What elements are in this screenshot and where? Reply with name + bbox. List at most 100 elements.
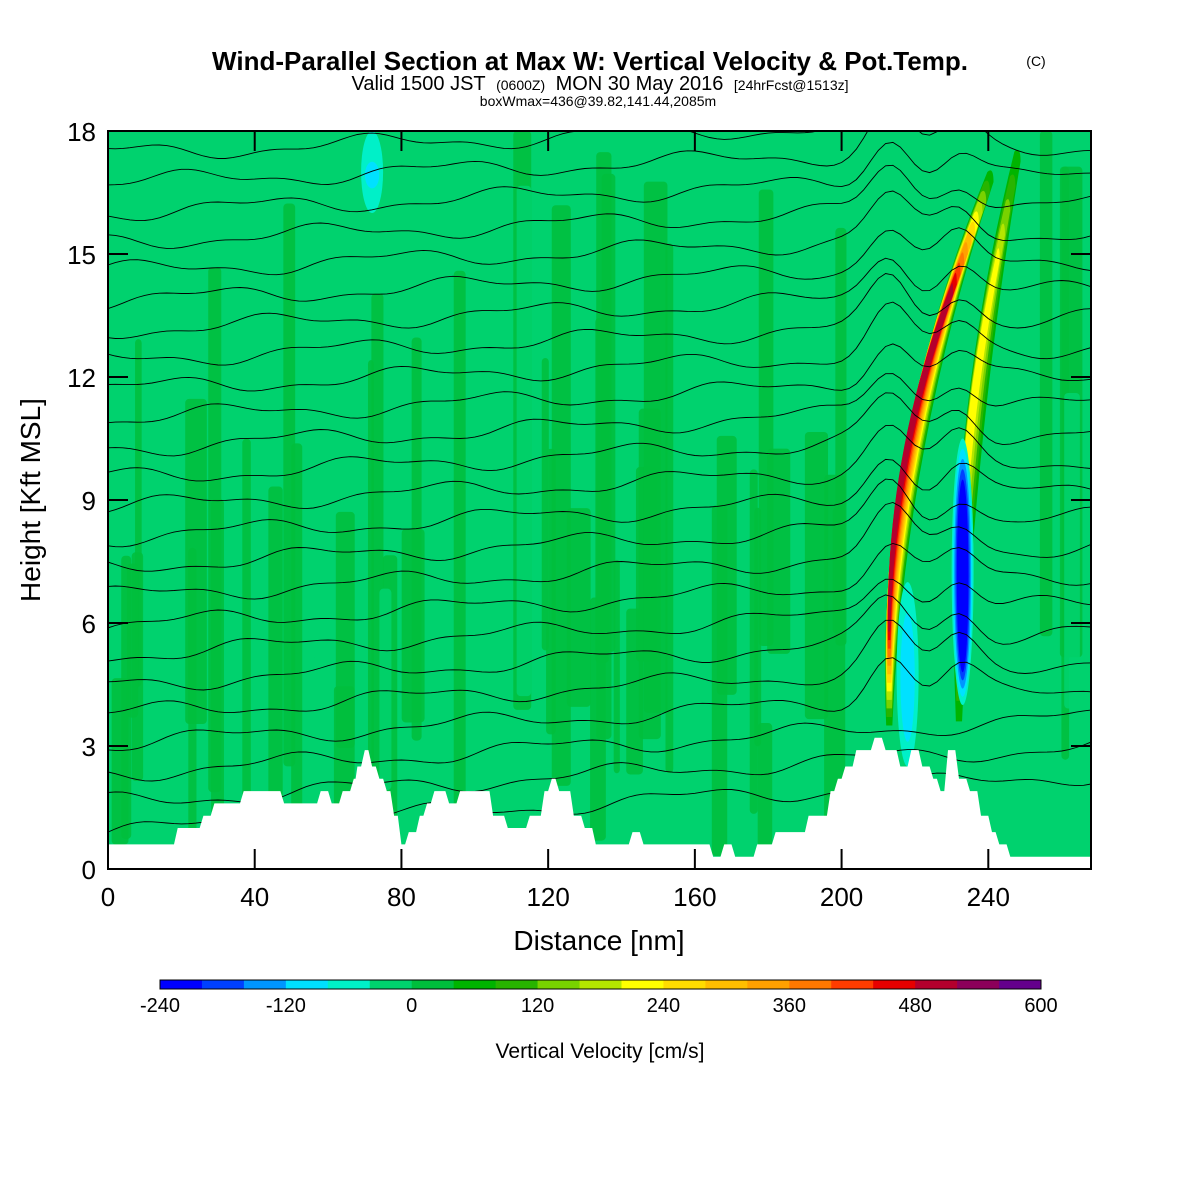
colorbar-segment: [915, 980, 958, 989]
theta-contour: [108, 190, 1091, 276]
theta-contour: [108, 578, 1091, 662]
valid-utc: (0600Z): [496, 77, 545, 93]
w-streak: [757, 723, 773, 847]
theta-contour: [108, 131, 1021, 159]
chart-box-info: boxWmax=436@39.82,141.44,2085m: [480, 93, 716, 109]
x-axis-label: Distance [nm]: [513, 925, 684, 956]
theta-contour: [108, 657, 1091, 751]
theta-contour: [108, 227, 1091, 310]
theta-contour: [108, 131, 1091, 186]
w-streak: [268, 486, 283, 808]
colorbar-segment: [957, 980, 1000, 989]
colorbar-label: 0: [406, 995, 417, 1017]
colorbar-segment: [495, 980, 539, 989]
colorbar-label: 240: [647, 995, 680, 1017]
colorbar-segment: [327, 980, 371, 989]
w-streak: [516, 185, 532, 697]
theta-contour: [108, 373, 1091, 457]
x-tick-label: 240: [967, 882, 1010, 912]
colorbar-segment: [789, 980, 832, 989]
colorbar-label: 120: [521, 995, 554, 1017]
w-streak: [304, 657, 320, 792]
w-streak: [379, 588, 392, 791]
colorbar-segment: [453, 980, 497, 989]
theta-contour: [108, 543, 1091, 629]
y-tick-label: 0: [82, 855, 96, 885]
x-tick-label: 0: [101, 882, 115, 912]
vertical-velocity-cores: [361, 131, 1021, 767]
colorbar-segment: [285, 980, 329, 989]
downdraft-core: [364, 161, 380, 189]
colorbar-label: 480: [898, 995, 931, 1017]
theta-contour: [108, 709, 1091, 782]
colorbar-segment: [243, 980, 287, 989]
w-streak: [551, 205, 571, 786]
w-streak: [121, 555, 132, 839]
colorbar-segment: [579, 980, 622, 989]
terrain: [108, 737, 1091, 869]
colorbar-segment: [999, 980, 1042, 989]
y-tick-label: 15: [67, 240, 96, 270]
y-axis-label: Height [Kft MSL]: [15, 398, 46, 602]
w-streak: [613, 559, 620, 774]
colorbar: -240 -120 0 120 240 360 480 600: [140, 979, 1058, 1017]
w-streak: [453, 270, 466, 850]
theta-contour: [108, 301, 1091, 392]
colorbar-label: 360: [773, 995, 806, 1017]
theta-contour: [108, 424, 1091, 513]
w-streak: [1064, 392, 1080, 709]
colorbar-title: Vertical Velocity [cm/s]: [496, 1040, 705, 1063]
theta-contour: [108, 392, 1091, 482]
w-streak: [208, 267, 222, 793]
colorbar-segment: [201, 980, 245, 989]
w-streak: [824, 474, 846, 862]
theta-contour: [108, 594, 1091, 691]
w-streak: [767, 448, 791, 654]
chart-title: Wind-Parallel Section at Max W: Vertical…: [212, 46, 968, 76]
w-streak: [314, 278, 323, 691]
updraft-core: [957, 248, 1000, 640]
colorbar-frame: [159, 979, 1042, 990]
theta-contour: [108, 502, 1091, 600]
colorbar-segment: [747, 980, 790, 989]
w-streak: [541, 357, 549, 651]
w-streak: [1039, 131, 1053, 637]
colorbar-segment: [537, 980, 581, 989]
w-streak: [665, 243, 674, 774]
w-streak: [643, 181, 668, 713]
chart-title-mark: (C): [1026, 53, 1045, 69]
w-streak: [596, 152, 612, 740]
valid-date: MON 30 May 2016: [556, 73, 724, 95]
colorbar-segment: [663, 980, 706, 989]
w-streak: [158, 179, 171, 784]
x-axis: 0 40 80 120 160 200 240: [101, 131, 1010, 912]
downdraft-core: [958, 489, 968, 664]
colorbar-segment: [369, 980, 413, 989]
x-tick-label: 160: [673, 882, 716, 912]
colorbar-segment: [873, 980, 916, 989]
theta-contour: [108, 478, 1091, 572]
theta-contour: [108, 619, 1091, 714]
colorbar-segment: [160, 980, 203, 989]
theta-contour: [108, 273, 1091, 366]
w-streak: [685, 324, 700, 839]
w-streak: [626, 608, 643, 775]
colorbar-segment: [411, 980, 455, 989]
y-tick-label: 6: [82, 609, 96, 639]
theta-contour: [108, 164, 1091, 249]
w-streak: [804, 431, 829, 720]
colorbar-label: 600: [1024, 995, 1057, 1017]
w-streak: [401, 528, 425, 723]
y-axis: 0 3 6 9 12 15 18: [67, 117, 1091, 885]
x-tick-label: 200: [820, 882, 863, 912]
theta-contour: [108, 458, 1091, 548]
colorbar-label: -240: [140, 995, 180, 1017]
colorbar-segment: [621, 980, 664, 989]
chart-subtitle: Valid 1500 JST (0600Z) MON 30 May 2016 […: [351, 73, 848, 95]
colorbar-segment: [705, 980, 748, 989]
theta-contour: [108, 257, 1091, 339]
w-streak: [566, 508, 591, 707]
w-streak: [188, 547, 197, 833]
valid-fcst: [24hrFcst@1513z]: [734, 77, 849, 93]
valid-prefix: Valid 1500 JST: [351, 73, 485, 95]
